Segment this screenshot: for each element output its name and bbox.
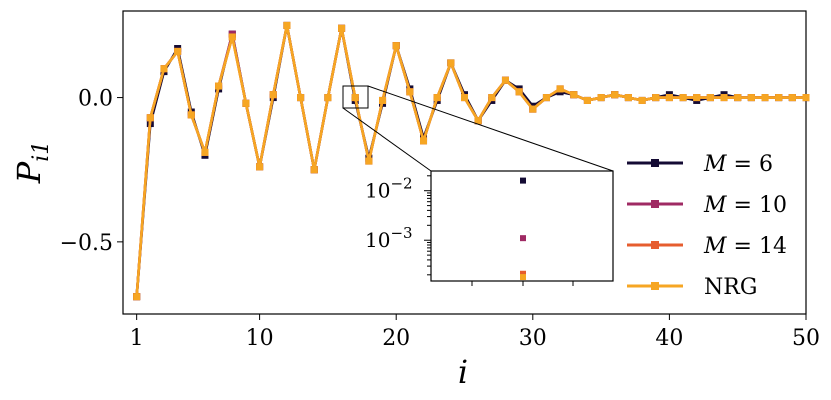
series-3-point-40 (680, 94, 687, 101)
series-3-point-21 (420, 137, 427, 144)
legend-marker-1 (651, 200, 659, 208)
series-3-point-33 (584, 97, 591, 104)
x-tick-label-3: 30 (519, 326, 547, 351)
series-3-point-23 (447, 59, 454, 66)
series-3-point-7 (229, 33, 236, 40)
series-3-point-35 (611, 91, 618, 98)
series-3-point-22 (434, 94, 441, 101)
x-axis-label: i (458, 353, 468, 391)
x-tick-label-2: 20 (382, 326, 410, 351)
series-3-point-14 (324, 94, 331, 101)
series-3-point-29 (529, 106, 536, 113)
inset-y-tick-label-1: 10−3 (365, 224, 413, 252)
series-3-point-47 (775, 94, 782, 101)
series-3-point-39 (666, 94, 673, 101)
inset-point-3 (520, 274, 526, 280)
legend-label-3: NRG (704, 275, 757, 300)
series-3-point-37 (639, 97, 646, 104)
series-3-point-42 (707, 94, 714, 101)
series-3-point-2 (160, 65, 167, 72)
series-3-point-1 (147, 114, 154, 121)
series-3-point-11 (283, 22, 290, 29)
legend-label-2: M = 14 (703, 234, 787, 259)
legend-label-0: M = 6 (703, 152, 773, 177)
series-3-point-44 (734, 94, 741, 101)
series-3-point-49 (803, 94, 810, 101)
series-3-point-28 (516, 88, 523, 95)
series-3-point-20 (406, 88, 413, 95)
legend-marker-2 (651, 241, 659, 249)
x-tick-label-1: 10 (246, 326, 274, 351)
series-3-point-34 (598, 94, 605, 101)
legend-marker-3 (651, 282, 659, 290)
series-3-point-27 (502, 77, 509, 84)
inset-y-tick-exponent-0: −2 (390, 175, 412, 193)
y-axis-label: Pi1 (10, 141, 54, 185)
y-tick-label-1: −0.5 (60, 231, 113, 256)
series-3-point-36 (625, 94, 632, 101)
series-3-point-16 (352, 94, 359, 101)
series-3-point-8 (242, 100, 249, 107)
series-3-point-13 (311, 166, 318, 173)
y-axis-label-subscript: i1 (29, 141, 54, 162)
series-3-point-9 (256, 163, 263, 170)
series-3-point-48 (789, 94, 796, 101)
series-3-point-18 (379, 97, 386, 104)
series-3-point-5 (201, 149, 208, 156)
series-3-point-43 (721, 94, 728, 101)
series-3-point-30 (543, 94, 550, 101)
series-3-point-31 (557, 85, 564, 92)
legend-label-1: M = 10 (703, 193, 787, 218)
series-3-point-12 (297, 94, 304, 101)
series-3-point-15 (338, 25, 345, 32)
series-3-point-3 (174, 48, 181, 55)
series-3-point-41 (693, 94, 700, 101)
series-3-point-46 (762, 94, 769, 101)
x-tick-label-4: 40 (655, 326, 683, 351)
x-tick-label-5: 50 (792, 326, 820, 351)
series-3-point-0 (133, 293, 140, 300)
series-3-point-24 (461, 94, 468, 101)
series-3-point-4 (188, 111, 195, 118)
series-3-point-38 (652, 94, 659, 101)
series-3-point-6 (215, 83, 222, 90)
series-3-point-32 (570, 91, 577, 98)
legend-marker-0 (651, 159, 659, 167)
inset-point-0 (520, 178, 526, 184)
inset-y-tick-exponent-1: −3 (390, 224, 412, 242)
series-3-point-17 (365, 158, 372, 165)
inset-point-1 (520, 235, 526, 241)
series-3-point-10 (270, 91, 277, 98)
x-tick-label-0: 1 (130, 326, 144, 351)
legend: M = 6 M = 10 M = 14 NRG (627, 152, 787, 300)
series-3-point-19 (393, 42, 400, 49)
inset-frame (431, 171, 613, 281)
series-3-point-45 (748, 94, 755, 101)
y-tick-label-0: 0.0 (78, 87, 113, 112)
series-3-point-26 (488, 94, 495, 101)
inset-y-tick-label-0: 10−2 (365, 175, 413, 203)
